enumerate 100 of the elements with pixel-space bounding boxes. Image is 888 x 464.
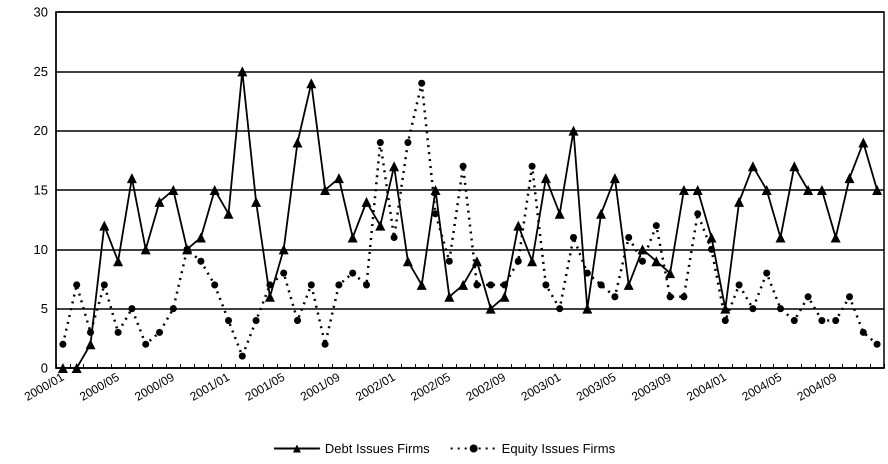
point [694,210,702,218]
point [211,281,218,288]
point [197,258,204,265]
point [402,256,413,266]
point [322,340,329,348]
point [404,139,412,146]
point [126,173,137,184]
point [362,196,372,207]
point [114,328,122,336]
point [86,339,96,350]
point [736,281,743,288]
point [472,256,482,266]
point [170,305,177,312]
point [844,173,854,184]
point [390,234,398,241]
point [611,293,618,300]
point [860,328,867,336]
point [306,78,316,88]
point [830,232,841,242]
point [692,185,703,195]
point [652,222,660,230]
point [196,232,206,242]
point [99,220,110,231]
point [156,328,163,336]
point [542,281,550,288]
point [251,196,262,207]
point [334,173,344,184]
point [113,256,124,266]
point [514,258,522,265]
point [665,268,676,278]
point [527,256,538,266]
point [500,292,510,302]
point [444,292,454,302]
point [418,80,426,87]
point [666,293,674,300]
point [872,185,882,195]
point [416,280,427,290]
point [680,293,688,300]
point [460,162,467,170]
y-tick-label: 15 [34,182,48,198]
point [554,208,565,219]
point [625,234,632,241]
point [858,138,868,148]
point [349,270,356,277]
point [486,304,496,314]
point [73,281,80,288]
y-tick-label: 30 [34,4,48,20]
point [528,162,536,170]
point [639,258,646,265]
point [168,185,178,195]
point [790,317,798,324]
point [816,185,827,195]
point [237,66,248,76]
point [570,234,577,241]
point [777,305,784,312]
point [389,161,400,172]
y-tick-label: 20 [34,123,48,138]
point [252,317,260,324]
point [624,280,634,290]
point [556,305,564,312]
point [348,232,358,242]
legend-label: Debt Issues Firms [324,441,430,456]
y-tick-label: 10 [34,242,48,257]
point [789,161,800,172]
point [210,185,220,195]
point [748,161,758,172]
point [818,317,826,324]
point [72,363,82,373]
point [154,196,164,207]
point [706,232,716,242]
point [678,185,689,195]
point [363,281,370,288]
point [446,258,453,265]
point [846,293,853,300]
point [803,185,814,195]
point [100,281,108,288]
point [278,244,289,254]
point [610,173,620,184]
point [264,292,275,302]
legend-label: Equity Issues Firms [502,441,616,456]
point [473,281,480,288]
point [776,232,786,242]
point [596,208,606,219]
point [335,281,342,288]
point [142,340,150,348]
point [804,293,812,300]
point [513,220,524,231]
point [832,317,840,324]
point [651,256,662,266]
point [734,196,744,207]
point [128,305,136,312]
point [320,185,330,195]
point [568,126,578,136]
point [487,281,494,288]
point [763,270,770,277]
point [540,173,551,184]
point [458,280,468,290]
y-tick-label: 25 [34,64,48,79]
point [58,363,68,373]
point [722,317,729,324]
